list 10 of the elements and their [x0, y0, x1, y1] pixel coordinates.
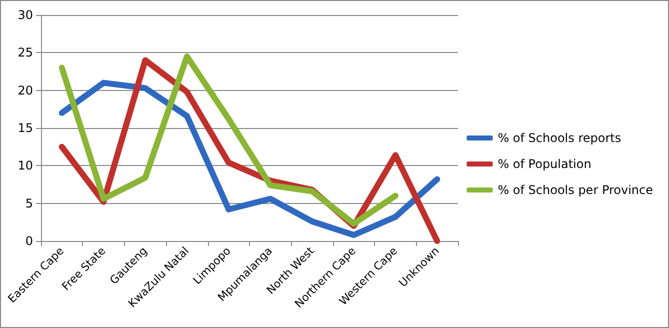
y-tick-label: 10: [18, 158, 33, 173]
legend-label: % of Population: [498, 157, 592, 171]
y-tick-label: 15: [18, 121, 33, 135]
y-tick-label: 0: [25, 234, 33, 248]
y-tick-label: 30: [18, 8, 33, 22]
y-tick-label: 20: [18, 83, 33, 98]
legend-label: % of Schools reports: [498, 131, 622, 145]
y-tick-label: 25: [18, 46, 33, 60]
legend-label: % of Schools per Province: [498, 183, 654, 197]
y-tick-label: 5: [25, 196, 33, 210]
